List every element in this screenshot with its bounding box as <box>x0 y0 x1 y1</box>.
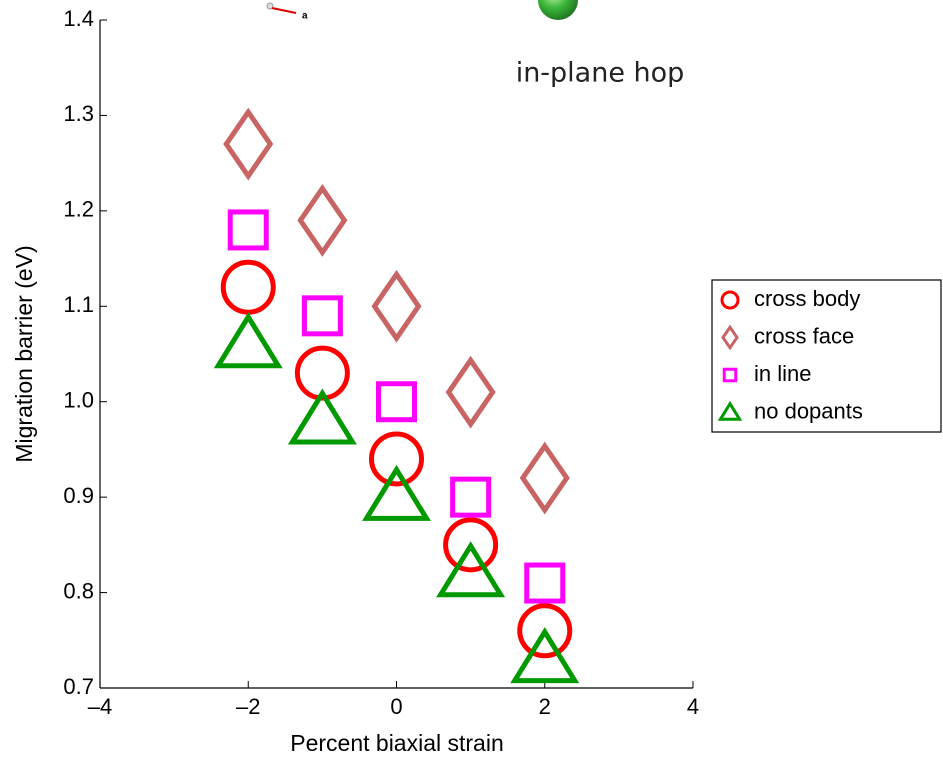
point <box>304 298 340 334</box>
legend-label: cross body <box>754 286 860 311</box>
point <box>300 188 344 252</box>
y-tick-label: 0.9 <box>63 483 94 508</box>
chart: in-plane hop a Percent biaxial strain Mi… <box>0 0 943 759</box>
axis-icon-arrow <box>272 8 296 13</box>
point <box>523 446 567 510</box>
y-tick-label: 1.3 <box>63 101 94 126</box>
x-axis-label: Percent biaxial strain <box>290 730 504 756</box>
point <box>375 274 419 338</box>
point <box>223 262 273 312</box>
x-tick-label: –2 <box>236 694 260 719</box>
point <box>372 434 422 484</box>
y-tick-label: 1.0 <box>63 388 94 413</box>
point <box>292 393 352 442</box>
y-tick-label: 1.1 <box>63 292 94 317</box>
point <box>449 360 493 424</box>
point <box>453 479 489 515</box>
point <box>218 317 278 366</box>
atom-icon <box>538 0 578 20</box>
annotation: in-plane hop <box>516 58 685 89</box>
y-tick-label: 0.8 <box>63 578 94 603</box>
x-tick-label: 0 <box>390 694 402 719</box>
y-tick-label: 1.2 <box>63 197 94 222</box>
x-tick-label: 2 <box>539 694 551 719</box>
y-tick-label: 0.7 <box>63 674 94 699</box>
legend-label: cross face <box>754 323 854 348</box>
point <box>379 384 415 420</box>
y-axis-label: Migration barrier (eV) <box>11 245 37 462</box>
x-tick-label: 4 <box>687 694 699 719</box>
point <box>226 112 270 176</box>
point <box>230 212 266 248</box>
point <box>527 565 563 601</box>
annotation: a <box>302 11 308 22</box>
legend-label: no dopants <box>754 398 863 423</box>
legend-label: in line <box>754 361 811 386</box>
point <box>367 470 427 519</box>
y-tick-label: 1.4 <box>63 6 94 31</box>
